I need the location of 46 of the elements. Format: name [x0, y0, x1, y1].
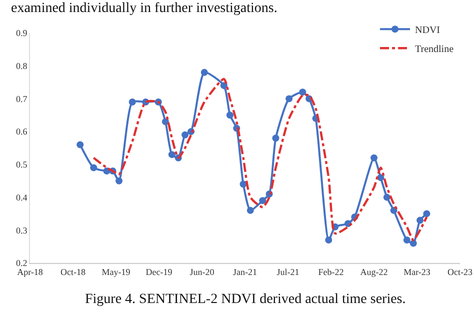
point	[182, 131, 189, 138]
y-tick-label: 0.9	[16, 28, 28, 38]
x-tick-label: May-19	[102, 266, 131, 277]
point	[325, 236, 332, 244]
x-tick-label: Jun-20	[190, 266, 215, 277]
point	[168, 151, 176, 158]
point	[220, 82, 228, 90]
x-tick-label: Aug-22	[360, 266, 388, 277]
y-tick-label: 0.7	[16, 94, 28, 104]
point	[423, 210, 430, 218]
x-tick-label: Mar-23	[404, 266, 431, 277]
point	[162, 118, 169, 126]
x-tick-label: Dec-19	[146, 266, 173, 277]
point	[286, 95, 293, 102]
y-tick-label: 0.3	[16, 225, 28, 236]
point	[226, 112, 234, 119]
legend-label: Trendline	[415, 44, 454, 55]
legend-label: NDVI	[415, 25, 440, 36]
point	[90, 164, 98, 172]
x-tick-label: Feb-22	[318, 266, 344, 277]
y-tick-label: 0.6	[16, 126, 28, 137]
x-tick-label: Jul-21	[276, 266, 300, 277]
point	[416, 216, 424, 224]
y-tick-label: 0.2	[16, 258, 28, 268]
point	[246, 206, 254, 214]
x-tick-label: Oct-23	[448, 266, 473, 277]
point	[240, 180, 247, 188]
text: examined individually in further investigations.	[11, 1, 278, 16]
x-tick-label: Jan-21	[233, 266, 257, 277]
point	[259, 197, 266, 204]
point	[383, 194, 390, 201]
point	[116, 177, 123, 184]
point	[128, 98, 136, 106]
y-tick-label: 0.4	[16, 192, 28, 202]
point	[76, 141, 84, 148]
point	[403, 236, 410, 244]
x-tick-label: Apr-18	[17, 266, 44, 277]
caption: Figure 4. SENTINEL-2 NDVI derived actual time series.	[85, 292, 406, 307]
point	[370, 154, 378, 162]
point	[410, 240, 417, 247]
x-tick-label: Oct-18	[60, 266, 86, 277]
y-tick-label: 0.5	[16, 160, 28, 170]
y-tick-label: 0.8	[16, 61, 28, 72]
point	[272, 134, 280, 142]
point	[200, 68, 208, 76]
point	[299, 88, 306, 96]
